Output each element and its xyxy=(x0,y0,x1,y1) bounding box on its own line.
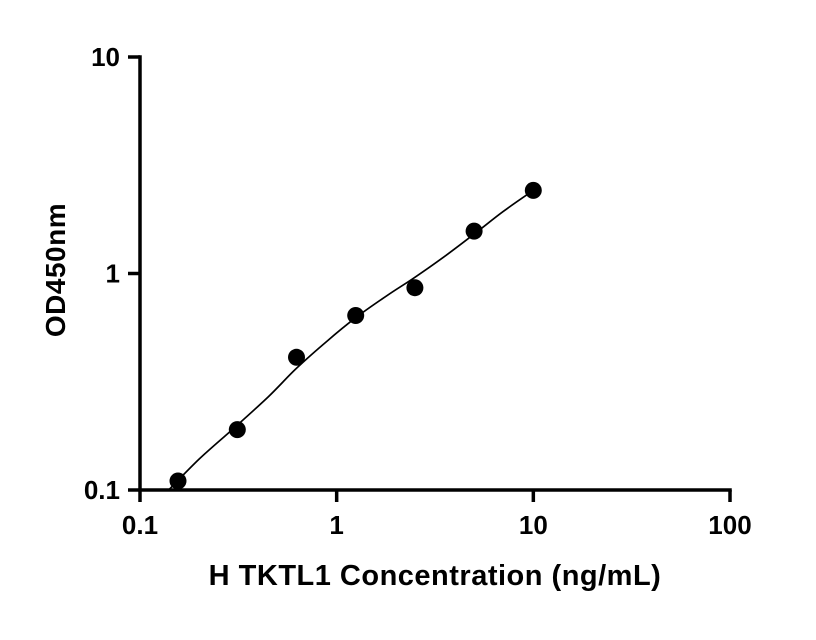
y-tick-label: 10 xyxy=(91,42,120,72)
y-tick-label: 1 xyxy=(106,259,120,289)
x-axis-title: H TKTL1 Concentration (ng/mL) xyxy=(208,560,662,592)
data-point xyxy=(228,421,246,439)
data-point xyxy=(524,181,542,199)
data-point xyxy=(465,222,483,240)
data-point xyxy=(406,279,424,297)
x-tick-label: 1 xyxy=(329,510,343,540)
x-tick-label: 10 xyxy=(519,510,548,540)
y-axis-title: OD450nm xyxy=(40,202,71,338)
data-point xyxy=(347,307,365,324)
y-tick-label: 0.1 xyxy=(84,475,120,505)
data-point xyxy=(169,472,187,490)
x-tick-label: 0.1 xyxy=(122,510,158,540)
x-tick-label: 100 xyxy=(708,510,751,540)
data-point xyxy=(288,348,305,366)
axis-spines xyxy=(138,55,732,492)
